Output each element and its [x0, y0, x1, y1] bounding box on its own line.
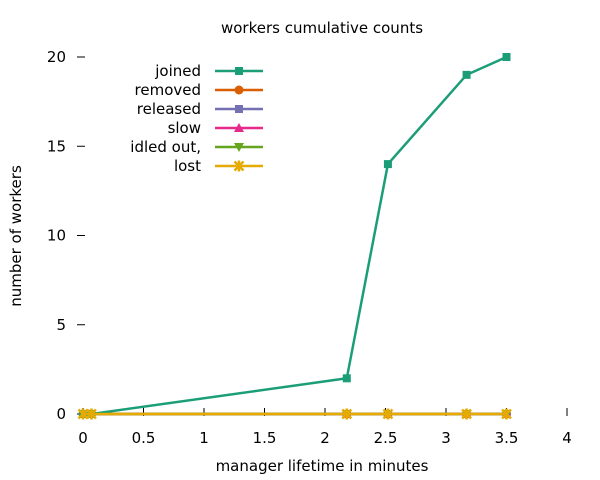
legend-item: lost: [174, 157, 263, 175]
x-tick-label: 1.5: [253, 429, 277, 447]
data-point: [462, 70, 471, 79]
axes: 0 0.5 1 1.5 2 2.5 3 3.5 4 0 5 10 15 20: [47, 48, 572, 447]
data-point: [502, 53, 511, 61]
y-tick-label: 15: [47, 137, 66, 155]
legend-swatch-marker: [235, 105, 243, 113]
x-tick-label: 0: [78, 429, 88, 447]
data-point: [86, 408, 97, 420]
data-point: [341, 408, 353, 420]
x-tick-label: 4: [562, 429, 572, 447]
y-tick-label: 0: [56, 405, 66, 423]
data-point: [382, 408, 394, 420]
legend-swatch-marker: [233, 160, 245, 172]
x-tick-label: 1: [199, 429, 209, 447]
legend-label: released: [137, 100, 201, 118]
x-axis-label: manager lifetime in minutes: [216, 457, 429, 475]
x-tick-label: 3.5: [495, 429, 519, 447]
legend-swatch-marker: [234, 123, 244, 132]
x-tick-label: 0.5: [132, 429, 156, 447]
legend-label: slow: [168, 119, 201, 137]
chart-title: workers cumulative counts: [221, 19, 423, 37]
data-point: [342, 374, 351, 383]
data-point: [461, 408, 472, 420]
legend-item: idled out,: [130, 138, 263, 156]
series-lost: [77, 408, 512, 420]
y-tick-label: 10: [47, 227, 66, 245]
x-tick-label: 2.5: [374, 429, 398, 447]
data-point: [77, 408, 89, 420]
x-tick-label: 3: [441, 429, 451, 447]
y-tick-label: 20: [47, 48, 66, 66]
legend-swatch-marker: [235, 67, 243, 75]
legend-label: removed: [135, 81, 201, 99]
y-axis-label: number of workers: [7, 165, 25, 307]
legend-swatch-marker: [234, 143, 244, 152]
legend-item: slow: [168, 119, 263, 137]
y-tick-label: 5: [56, 316, 66, 334]
data-point: [501, 408, 512, 420]
legend-item: released: [137, 100, 263, 118]
x-tick-label: 2: [320, 429, 330, 447]
legend-item: joined: [154, 62, 263, 80]
data-point: [383, 160, 392, 169]
legend-swatch-marker: [234, 85, 244, 95]
legend-item: removed: [135, 81, 263, 99]
legend-label: lost: [174, 157, 201, 175]
legend-label: joined: [154, 62, 201, 80]
legend-label: idled out,: [130, 138, 201, 156]
plot-lines: [77, 53, 512, 420]
